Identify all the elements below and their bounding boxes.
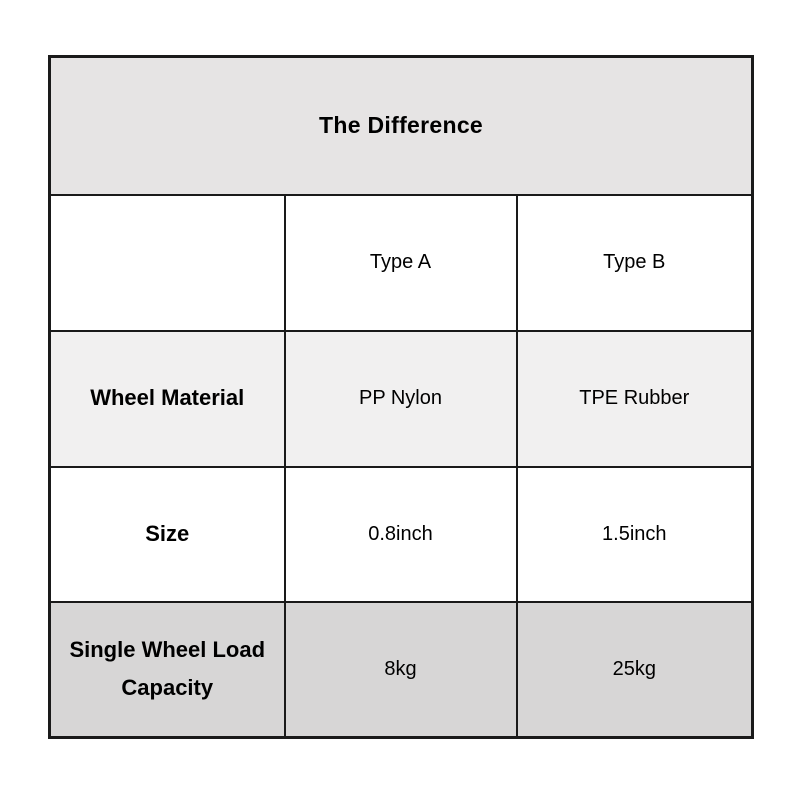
cell-wheel-material-type-b: TPE Rubber [515,329,754,468]
corner-empty-cell [48,193,286,332]
table-row-load-capacity: Single Wheel Load Capacity 8kg 25kg [48,600,754,739]
cell-load-capacity-type-a: 8kg [283,600,518,739]
row-label-wheel-material: Wheel Material [48,329,286,468]
comparison-table: The Difference Type A Type B Wheel Mater… [48,55,755,739]
cell-size-type-a: 0.8inch [283,465,518,603]
table-row-wheel-material: Wheel Material PP Nylon TPE Rubber [48,329,754,468]
cell-load-capacity-type-b: 25kg [515,600,754,739]
cell-wheel-material-type-a: PP Nylon [283,329,518,468]
row-label-load-capacity: Single Wheel Load Capacity [48,600,286,739]
title-row: The Difference [48,55,754,196]
row-label-size: Size [48,465,286,603]
table-row-size: Size 0.8inch 1.5inch [48,465,754,603]
column-header-type-a: Type A [283,193,518,332]
column-header-type-b: Type B [515,193,754,332]
table-title: The Difference [48,55,754,196]
cell-size-type-b: 1.5inch [515,465,754,603]
column-header-row: Type A Type B [48,193,754,332]
